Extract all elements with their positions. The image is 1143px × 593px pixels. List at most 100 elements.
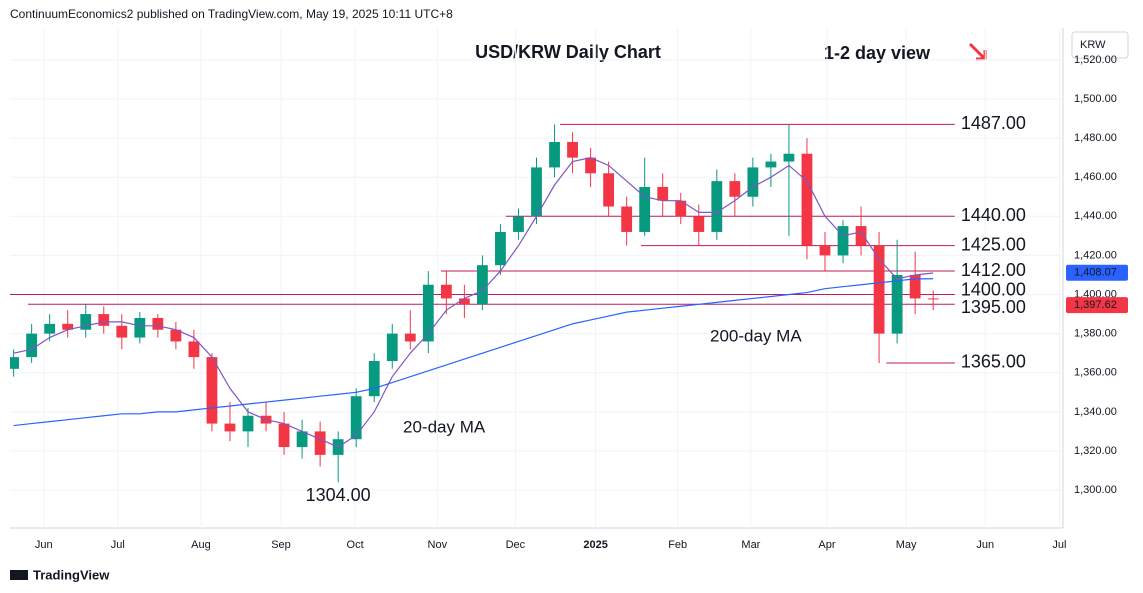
x-tick-label: Jun bbox=[35, 539, 53, 551]
candle-body bbox=[458, 298, 470, 305]
x-tick-label: Dec bbox=[506, 539, 526, 551]
candle-body bbox=[296, 431, 308, 448]
x-tick-label: 2025 bbox=[583, 539, 607, 551]
currency-box[interactable] bbox=[1071, 31, 1129, 59]
y-tick-label: 1,440.00 bbox=[1074, 210, 1117, 222]
candle-body bbox=[711, 181, 723, 232]
candle-body bbox=[134, 317, 146, 338]
candle-body bbox=[368, 361, 380, 397]
candle-body bbox=[513, 216, 524, 232]
candle-body bbox=[585, 157, 597, 174]
candle-body bbox=[837, 226, 849, 256]
candle-body bbox=[152, 317, 164, 330]
y-tick-label: 1,420.00 bbox=[1074, 249, 1117, 261]
price-badge-label: 1,397.62 bbox=[1074, 299, 1117, 311]
x-tick-label: Oct bbox=[347, 539, 364, 551]
logo bbox=[10, 570, 28, 580]
candle-body bbox=[80, 314, 92, 330]
candle-body bbox=[98, 314, 110, 326]
level-label: 1440.00 bbox=[961, 205, 1026, 225]
candle-body bbox=[747, 167, 759, 197]
candle-body bbox=[476, 265, 488, 305]
candle-body bbox=[621, 206, 633, 232]
price-badge bbox=[1066, 264, 1128, 281]
level-label: 1487.00 bbox=[961, 113, 1026, 133]
level-label: 1395.00 bbox=[961, 297, 1026, 317]
candle-body bbox=[729, 181, 741, 197]
y-tick-label: 1,480.00 bbox=[1074, 132, 1117, 144]
y-tick-label: 1,520.00 bbox=[1074, 54, 1117, 66]
candle-body bbox=[657, 186, 669, 201]
candle-body bbox=[567, 142, 578, 158]
x-tick-label: Jul bbox=[1052, 539, 1066, 551]
level-label: 1365.00 bbox=[961, 352, 1026, 372]
candle-body bbox=[675, 200, 687, 217]
candle-body bbox=[350, 396, 362, 440]
candle-body bbox=[801, 153, 813, 246]
x-tick-label: Nov bbox=[428, 539, 448, 551]
candle-body bbox=[242, 415, 254, 432]
ma-label: 20-day MA bbox=[403, 417, 486, 436]
candle-body bbox=[765, 161, 777, 168]
y-tick-label: 1,460.00 bbox=[1074, 171, 1117, 183]
candle-body bbox=[206, 357, 218, 424]
low-label: 1304.00 bbox=[306, 485, 371, 505]
candle-body bbox=[549, 142, 560, 168]
chart-subtitle: 1-2 day view bbox=[824, 43, 931, 63]
candle-body bbox=[44, 323, 56, 334]
level-label: 1400.00 bbox=[961, 279, 1026, 299]
y-tick-label: 1,340.00 bbox=[1074, 406, 1117, 418]
candle-body bbox=[855, 226, 867, 246]
candle-body bbox=[62, 323, 74, 330]
candle-body bbox=[170, 329, 182, 342]
x-tick-label: Jul bbox=[111, 539, 125, 551]
ma-line bbox=[13, 278, 934, 427]
y-tick-label: 1,300.00 bbox=[1074, 484, 1117, 496]
candle-body bbox=[26, 333, 38, 358]
candle-body bbox=[819, 245, 831, 256]
x-tick-label: Feb bbox=[668, 539, 687, 551]
y-tick-label: 1,380.00 bbox=[1074, 328, 1117, 340]
level-label: 1412.00 bbox=[961, 260, 1026, 280]
plot bbox=[10, 28, 1063, 528]
candle-body bbox=[278, 423, 290, 448]
footer: TradingView bbox=[33, 567, 110, 582]
y-tick-label: 1,320.00 bbox=[1074, 445, 1117, 457]
candle-body bbox=[693, 216, 705, 232]
candle-body bbox=[440, 284, 452, 299]
candle-body bbox=[531, 167, 542, 217]
x-tick-label: Sep bbox=[271, 539, 291, 551]
candle-body bbox=[873, 245, 885, 334]
level-label: 1425.00 bbox=[961, 234, 1026, 254]
candle-body bbox=[927, 298, 939, 300]
candle-body bbox=[909, 274, 921, 299]
x-tick-label: Mar bbox=[741, 539, 760, 551]
x-tick-label: Aug bbox=[191, 539, 211, 551]
candle-body bbox=[386, 333, 398, 362]
ma-label: 200-day MA bbox=[710, 326, 802, 345]
candle-body bbox=[783, 153, 795, 162]
candle-body bbox=[10, 357, 20, 369]
x-tick-label: Jun bbox=[976, 539, 994, 551]
candle-body bbox=[314, 431, 326, 455]
chart-title: USD/KRW Daily Chart bbox=[475, 42, 661, 62]
price-badge-label: 1,408.07 bbox=[1074, 267, 1117, 279]
price-badge bbox=[1066, 297, 1128, 314]
ma-line bbox=[13, 157, 934, 448]
candle-body bbox=[224, 423, 236, 432]
candle-body bbox=[404, 333, 416, 342]
candle-body bbox=[639, 186, 651, 232]
candle-body bbox=[422, 284, 434, 342]
y-tick-label: 1,500.00 bbox=[1074, 93, 1117, 105]
header: ContinuumEconomics2 published on Trading… bbox=[10, 7, 453, 21]
candle-body bbox=[116, 325, 128, 338]
candle-body bbox=[603, 173, 615, 207]
currency: KRW bbox=[1080, 39, 1106, 51]
y-tick-label: 1,360.00 bbox=[1074, 367, 1117, 379]
candle-body bbox=[891, 274, 903, 334]
candle-body bbox=[188, 341, 200, 358]
candle-body bbox=[495, 231, 506, 266]
x-tick-label: May bbox=[896, 539, 917, 551]
x-tick-label: Apr bbox=[818, 539, 835, 551]
